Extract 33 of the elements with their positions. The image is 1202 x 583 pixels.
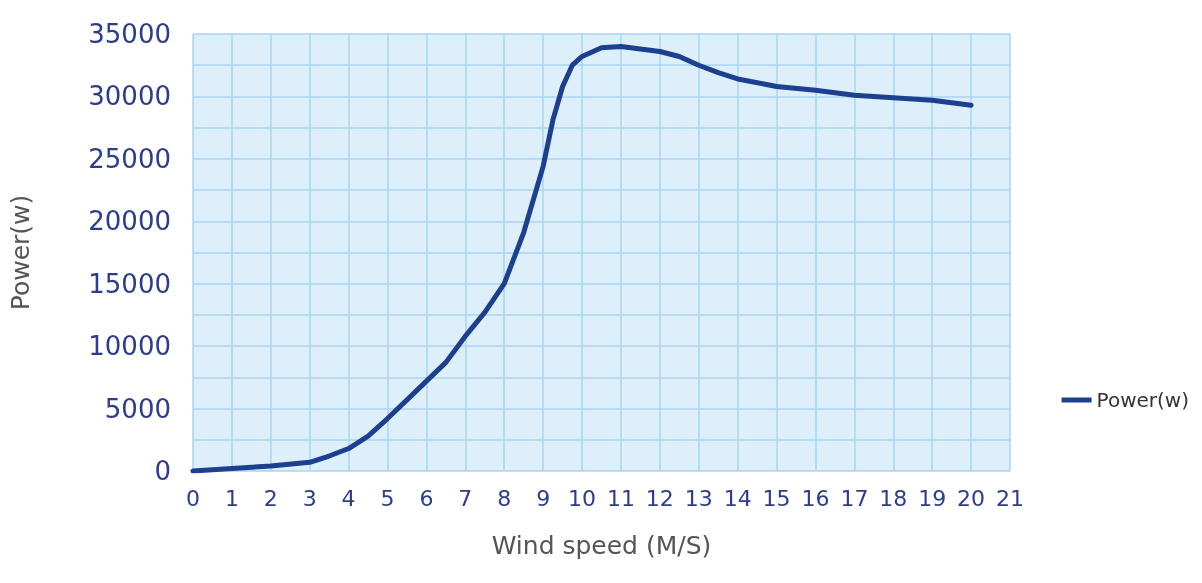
x-tick-label: 12: [645, 485, 674, 511]
y-tick-label: 25000: [88, 143, 171, 174]
y-tick-label: 0: [154, 456, 171, 486]
x-tick-label: 15: [762, 485, 791, 511]
x-tick-label: 17: [840, 485, 869, 511]
x-tick-label: 10: [568, 485, 597, 511]
x-tick-label: 1: [224, 485, 239, 511]
y-tick-label: 30000: [88, 81, 171, 112]
y-tick-label: 35000: [88, 19, 171, 49]
x-tick-label: 19: [918, 485, 947, 511]
y-tick-label: 15000: [88, 268, 171, 299]
y-tick-label: 5000: [104, 393, 171, 424]
x-tick-label: 9: [536, 485, 551, 511]
x-axis-title: Wind speed (M/S): [491, 531, 712, 560]
y-tick-label: 20000: [88, 206, 171, 237]
x-tick-label: 14: [723, 485, 752, 511]
x-tick-label: 11: [606, 485, 635, 511]
x-tick-label: 4: [341, 485, 356, 511]
x-tick-label: 2: [263, 485, 278, 511]
x-tick-label: 3: [302, 485, 317, 511]
y-tick-label: 10000: [88, 331, 171, 362]
x-tick-label: 6: [419, 485, 434, 511]
x-tick-label: 7: [458, 485, 473, 511]
x-tick-label: 0: [186, 485, 200, 511]
x-tick-label: 18: [879, 485, 908, 511]
x-tick-label: 8: [497, 485, 512, 511]
legend-label: Power(w): [1096, 388, 1190, 412]
y-axis-title: Power(w): [6, 194, 35, 311]
x-tick-label: 16: [801, 485, 830, 511]
x-tick-label: 21: [996, 485, 1024, 511]
x-tick-label: 5: [380, 485, 395, 511]
x-tick-label: 20: [957, 485, 986, 511]
x-tick-label: 13: [684, 485, 713, 511]
